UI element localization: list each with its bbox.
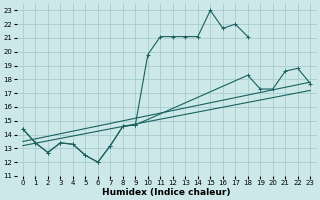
X-axis label: Humidex (Indice chaleur): Humidex (Indice chaleur)	[102, 188, 231, 197]
